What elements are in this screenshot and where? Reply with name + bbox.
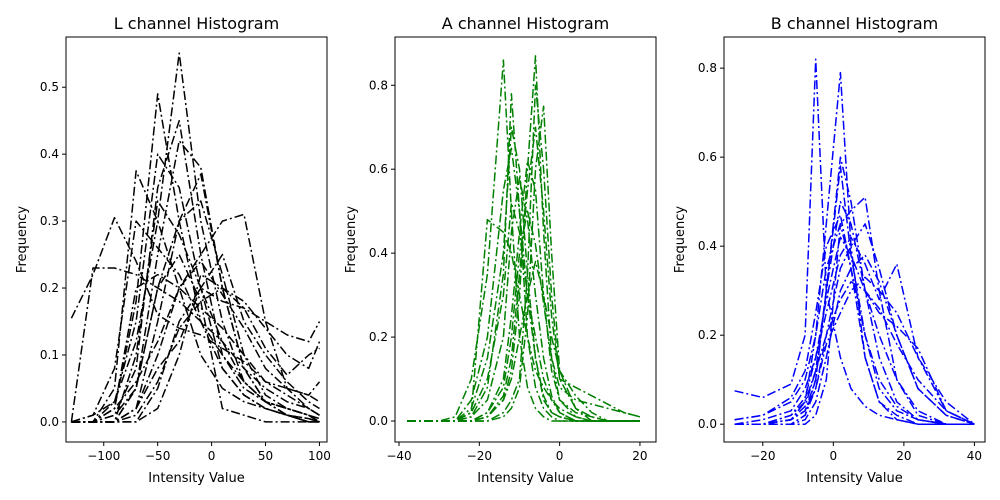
a-channel-title: A channel Histogram bbox=[442, 14, 609, 33]
a-channel-axes-frame bbox=[394, 36, 657, 443]
a-channel-xlabel: Intensity Value bbox=[477, 471, 573, 486]
l-channel-ytick-label: 0.5 bbox=[40, 80, 59, 94]
l-channel-series-line-14 bbox=[70, 267, 320, 423]
l-channel-ytick-label: 0.0 bbox=[40, 415, 59, 429]
b-channel-series-line-3 bbox=[734, 196, 975, 425]
l-channel-xlabel: Intensity Value bbox=[148, 471, 244, 486]
b-channel-series-line-6 bbox=[734, 236, 975, 425]
b-channel-panel: B channel Histogram Intensity Value Freq… bbox=[673, 14, 986, 486]
l-channel-series-line-4 bbox=[71, 173, 320, 423]
l-channel-xtick-label: −50 bbox=[145, 449, 170, 463]
b-channel-xlabel: Intensity Value bbox=[806, 471, 902, 486]
a-channel-ytick-label: 0.6 bbox=[369, 162, 388, 176]
a-channel-ytick-label: 0.4 bbox=[369, 246, 388, 260]
l-channel-series-line-16 bbox=[71, 200, 320, 423]
a-channel-xtick-label: 20 bbox=[632, 449, 647, 463]
a-channel-series-line-8 bbox=[407, 126, 641, 422]
l-channel-ytick-label: 0.1 bbox=[40, 348, 59, 362]
a-channel-panel: A channel Histogram Intensity Value Freq… bbox=[344, 14, 657, 486]
a-channel-series-line-12 bbox=[407, 105, 640, 422]
l-channel-series-line-1 bbox=[70, 216, 320, 403]
b-channel-xtick-label: 40 bbox=[967, 449, 982, 463]
l-channel-title: L channel Histogram bbox=[114, 14, 279, 33]
l-channel-ytick-label: 0.2 bbox=[40, 281, 59, 295]
b-channel-lines bbox=[734, 58, 975, 425]
l-channel-series-line-7 bbox=[71, 287, 321, 423]
l-channel-series-line-20 bbox=[71, 273, 320, 423]
l-channel-ticks: −100 −50 0 50 100 0.0 0.1 0.2 0.3 0.4 0.5 bbox=[40, 80, 331, 463]
b-channel-ytick-label: 0.0 bbox=[698, 417, 717, 431]
a-channel-series-line-10 bbox=[407, 210, 641, 422]
l-channel-ytick-label: 0.4 bbox=[40, 147, 59, 161]
b-channel-ytick-label: 0.4 bbox=[698, 239, 717, 253]
b-channel-xtick-label: −20 bbox=[750, 449, 775, 463]
l-channel-ytick-label: 0.3 bbox=[40, 214, 59, 228]
b-channel-ticks: −20 0 20 40 0.0 0.2 0.4 0.6 0.8 bbox=[698, 61, 982, 463]
l-channel-xtick-label: 0 bbox=[208, 449, 216, 463]
a-channel-xtick-label: −40 bbox=[386, 449, 411, 463]
l-channel-series-line-5 bbox=[71, 170, 320, 423]
a-channel-ticks: −40 −20 0 20 0.0 0.2 0.4 0.6 0.8 bbox=[369, 78, 648, 463]
l-channel-xtick-label: −100 bbox=[87, 449, 120, 463]
a-channel-lines bbox=[407, 55, 641, 422]
b-channel-axes-frame bbox=[723, 36, 986, 443]
a-channel-ytick-label: 0.0 bbox=[369, 414, 388, 428]
b-channel-xtick-label: 0 bbox=[830, 449, 838, 463]
a-channel-series-line-13 bbox=[407, 92, 640, 422]
b-channel-ylabel: Frequency bbox=[673, 206, 688, 273]
b-channel-ytick-label: 0.2 bbox=[698, 328, 717, 342]
l-channel-panel: L channel Histogram Intensity Value Freq… bbox=[15, 14, 331, 486]
l-channel-xtick-label: 100 bbox=[308, 449, 331, 463]
l-channel-series-line-8 bbox=[71, 119, 320, 423]
a-channel-series-line-14 bbox=[407, 260, 640, 422]
b-channel-series-line-13 bbox=[734, 223, 975, 425]
a-channel-xtick-label: 0 bbox=[556, 449, 564, 463]
a-channel-ytick-label: 0.8 bbox=[369, 78, 388, 92]
b-channel-ytick-label: 0.8 bbox=[698, 61, 717, 75]
l-channel-series-line-12 bbox=[71, 153, 320, 423]
a-channel-series-line-4 bbox=[407, 160, 640, 422]
b-channel-series-line-12 bbox=[734, 276, 975, 425]
a-channel-ylabel: Frequency bbox=[344, 206, 359, 273]
l-channel-xtick-label: 50 bbox=[258, 449, 273, 463]
l-channel-lines bbox=[70, 52, 321, 423]
a-channel-ytick-label: 0.2 bbox=[369, 330, 388, 344]
b-channel-xtick-label: 20 bbox=[896, 449, 911, 463]
b-channel-series-line-14 bbox=[734, 281, 975, 425]
b-channel-series-line-2 bbox=[734, 71, 975, 425]
l-channel-series-line-18 bbox=[71, 253, 320, 423]
b-channel-series-line-11 bbox=[734, 165, 975, 425]
a-channel-xtick-label: −20 bbox=[467, 449, 492, 463]
l-channel-axes-frame bbox=[65, 36, 328, 443]
l-channel-series-line-6 bbox=[71, 213, 320, 423]
b-channel-title: B channel Histogram bbox=[771, 14, 938, 33]
b-channel-ytick-label: 0.6 bbox=[698, 150, 717, 164]
l-channel-ylabel: Frequency bbox=[15, 206, 30, 273]
b-channel-series-line-10 bbox=[734, 214, 975, 425]
b-channel-series-line-8 bbox=[734, 236, 975, 425]
